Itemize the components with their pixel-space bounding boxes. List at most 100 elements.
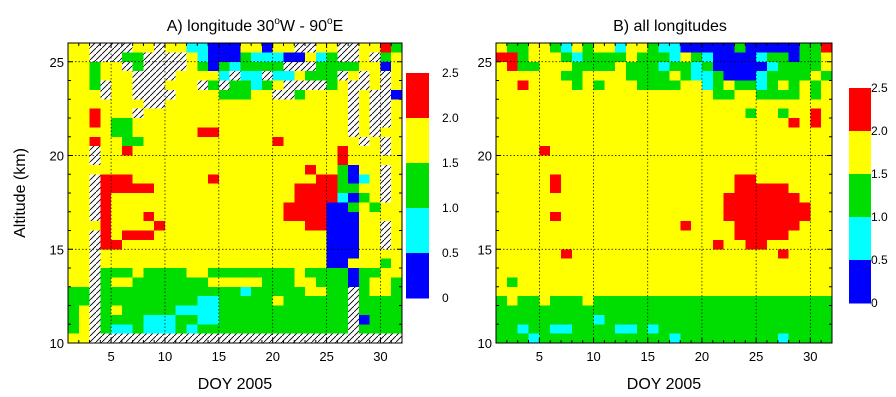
y-tick-label: 15 — [478, 242, 492, 257]
heatmap-cell — [517, 118, 529, 128]
heatmap-cell — [647, 108, 659, 119]
panel-b-heatmap — [496, 43, 833, 344]
heatmap-cell — [539, 52, 551, 63]
heatmap-cell — [68, 99, 80, 109]
heatmap-cell — [272, 174, 284, 184]
heatmap-cell — [582, 211, 594, 222]
heatmap-cell — [582, 268, 594, 278]
heatmap-cell — [251, 127, 263, 138]
heatmap-cell — [68, 193, 80, 203]
heatmap-cell — [756, 221, 768, 231]
heatmap-cell — [669, 296, 681, 306]
heatmap-cell — [756, 127, 768, 138]
heatmap-cell — [701, 89, 714, 100]
heatmap-cell — [528, 333, 540, 344]
heatmap-cell — [734, 239, 746, 250]
heatmap-cell — [305, 305, 317, 316]
heatmap-cell — [517, 221, 529, 231]
heatmap-cell — [143, 305, 155, 316]
heatmap-cell — [391, 146, 403, 156]
heatmap-cell — [506, 183, 519, 194]
heatmap-cell — [283, 193, 295, 203]
heatmap-cell — [756, 286, 768, 297]
heatmap-cell — [745, 296, 757, 306]
heatmap-cell — [218, 239, 230, 250]
heatmap-cell — [582, 296, 594, 306]
heatmap-cell — [89, 268, 101, 278]
heatmap-cell — [121, 333, 133, 344]
heatmap-cell — [197, 202, 209, 213]
heatmap-cell — [582, 239, 594, 250]
heatmap-cell — [369, 268, 381, 278]
heatmap-cell — [305, 277, 317, 288]
heatmap-cell — [669, 52, 681, 63]
heatmap-cell — [777, 249, 789, 259]
heatmap-cell — [251, 193, 263, 203]
heatmap-cell — [517, 80, 529, 91]
heatmap-cell — [734, 314, 746, 325]
heatmap-cell — [506, 277, 519, 288]
heatmap-cell — [528, 296, 540, 306]
heatmap-cell — [626, 118, 638, 128]
heatmap-cell — [283, 239, 295, 250]
heatmap-cell — [788, 183, 800, 194]
heatmap-cell — [186, 314, 198, 325]
heatmap-cell — [251, 305, 263, 316]
heatmap-cell — [315, 99, 327, 109]
heatmap-cell — [734, 296, 746, 306]
heatmap-cell — [647, 202, 659, 213]
heatmap-cell — [821, 118, 833, 128]
heatmap-cell — [78, 108, 90, 119]
heatmap-cell — [517, 43, 529, 53]
heatmap-cell — [369, 80, 381, 91]
heatmap-cell — [788, 211, 800, 222]
heatmap-cell — [821, 193, 833, 203]
heatmap-cell — [369, 164, 381, 175]
heatmap-cell — [305, 211, 317, 222]
heatmap-cell — [496, 230, 508, 241]
heatmap-cell — [197, 286, 209, 297]
heatmap-cell — [391, 305, 403, 316]
heatmap-cell — [111, 43, 123, 53]
heatmap-cell — [315, 108, 327, 119]
heatmap-cell — [272, 305, 284, 316]
heatmap-cell — [315, 164, 327, 175]
heatmap-cell — [593, 174, 605, 184]
heatmap-cell — [539, 296, 551, 306]
heatmap-cell — [326, 277, 338, 288]
heatmap-cell — [111, 174, 123, 184]
heatmap-cell — [615, 155, 627, 166]
panel-b-xlabel: DOY 2005 — [627, 376, 702, 393]
heatmap-cell — [734, 333, 746, 344]
heatmap-cell — [788, 61, 800, 72]
heatmap-cell — [636, 249, 649, 259]
heatmap-cell — [218, 286, 230, 297]
heatmap-cell — [593, 277, 605, 288]
heatmap-cell — [734, 221, 746, 231]
heatmap-cell — [380, 249, 392, 259]
heatmap-cell — [132, 230, 144, 241]
heatmap-cell — [745, 202, 757, 213]
heatmap-cell — [186, 136, 198, 147]
x-tick-label: 30 — [803, 349, 817, 364]
heatmap-cell — [229, 221, 241, 231]
heatmap-cell — [766, 211, 779, 222]
heatmap-cell — [358, 239, 371, 250]
heatmap-cell — [380, 268, 392, 278]
heatmap-cell — [496, 80, 508, 91]
heatmap-cell — [240, 164, 252, 175]
heatmap-cell — [369, 183, 381, 194]
heatmap-cell — [810, 314, 822, 325]
heatmap-cell — [647, 43, 659, 53]
heatmap-cell — [229, 324, 241, 334]
heatmap-cell — [756, 52, 768, 63]
heatmap-cell — [701, 277, 714, 288]
heatmap-cell — [691, 239, 703, 250]
heatmap-cell — [691, 268, 703, 278]
heatmap-cell — [251, 221, 263, 231]
heatmap-cell — [680, 118, 692, 128]
heatmap-cell — [810, 230, 822, 241]
heatmap-cell — [582, 127, 594, 138]
heatmap-cell — [788, 43, 800, 53]
heatmap-cell — [391, 43, 403, 53]
